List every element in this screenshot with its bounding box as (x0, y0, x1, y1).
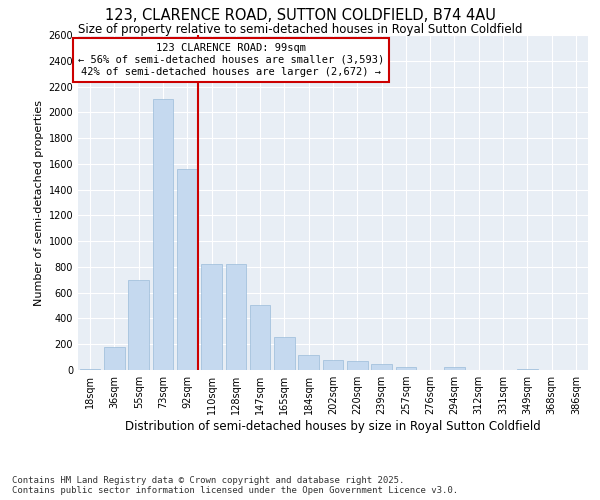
Text: Contains HM Land Registry data © Crown copyright and database right 2025.
Contai: Contains HM Land Registry data © Crown c… (12, 476, 458, 495)
Text: Size of property relative to semi-detached houses in Royal Sutton Coldfield: Size of property relative to semi-detach… (78, 22, 522, 36)
Text: 123, CLARENCE ROAD, SUTTON COLDFIELD, B74 4AU: 123, CLARENCE ROAD, SUTTON COLDFIELD, B7… (104, 8, 496, 22)
Bar (201, 264, 222, 370)
Bar (371, 364, 392, 370)
Bar (152, 99, 173, 370)
Bar (226, 264, 246, 370)
Y-axis label: Number of semi-detached properties: Number of semi-detached properties (34, 100, 44, 306)
Bar (517, 368, 538, 370)
Bar (444, 368, 465, 370)
Bar (80, 368, 100, 370)
Bar (298, 354, 319, 370)
Bar (128, 280, 149, 370)
Bar (347, 361, 368, 370)
Bar (274, 337, 295, 370)
X-axis label: Distribution of semi-detached houses by size in Royal Sutton Coldfield: Distribution of semi-detached houses by … (125, 420, 541, 433)
Bar (323, 360, 343, 370)
Bar (395, 367, 416, 370)
Bar (250, 305, 271, 370)
Text: 123 CLARENCE ROAD: 99sqm
← 56% of semi-detached houses are smaller (3,593)
42% o: 123 CLARENCE ROAD: 99sqm ← 56% of semi-d… (78, 44, 384, 76)
Bar (104, 348, 125, 370)
Bar (177, 169, 197, 370)
